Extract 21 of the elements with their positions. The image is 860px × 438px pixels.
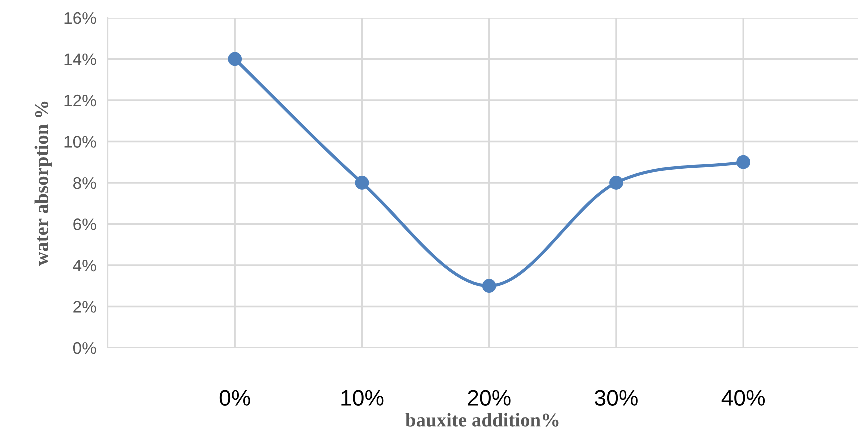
y-tick-label: 10% <box>64 136 96 148</box>
y-tick-label: 0% <box>73 342 96 354</box>
x-tick-label: 20% <box>468 390 511 406</box>
point <box>736 155 751 170</box>
y-tick-label: 8% <box>74 177 96 190</box>
y-tick-label: 2% <box>74 301 96 313</box>
x-tick-label: 30% <box>595 390 638 406</box>
x-tick-label: 10% <box>342 390 384 406</box>
y-tick-label: 14% <box>64 54 96 66</box>
y-tick-label: 12% <box>64 94 96 107</box>
y-tick-label: 6% <box>74 218 96 230</box>
point <box>482 279 496 294</box>
x-tick-label: 40% <box>722 390 766 406</box>
point <box>228 52 242 66</box>
x-axis-title: bauxite addition% <box>406 413 559 427</box>
y-tick-label: 16% <box>64 12 96 24</box>
y-tick-label: 4% <box>73 260 96 272</box>
x-tick-label: 0% <box>220 390 250 406</box>
point <box>610 176 624 190</box>
point <box>355 176 370 190</box>
y-axis-title: water absorption % <box>34 102 52 266</box>
